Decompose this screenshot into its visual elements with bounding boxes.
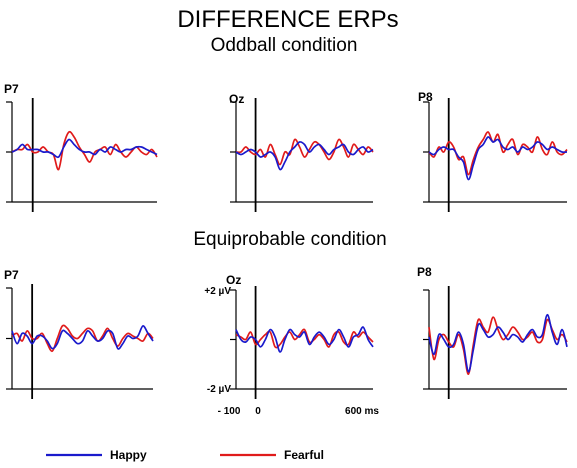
erp-panel-4: Oz xyxy=(226,273,374,399)
series-line-happy xyxy=(235,141,374,171)
series-line-fearful xyxy=(235,138,374,166)
series-line-fearful xyxy=(428,131,568,176)
x-axis-end-label: 600 ms xyxy=(345,406,379,417)
erp-panels: P7 Oz P8 P7 Oz P8 xyxy=(4,82,568,399)
electrode-label: P7 xyxy=(4,268,19,282)
x-axis-zero-label: 0 xyxy=(255,406,261,417)
erp-panel-5: P8 xyxy=(417,265,568,399)
oddball-condition-heading: Oddball condition xyxy=(211,35,358,56)
x-axis-start-label: - 100 xyxy=(218,406,241,417)
electrode-label: P8 xyxy=(418,90,433,104)
electrode-label: P8 xyxy=(417,265,432,279)
erp-panel-0: P7 xyxy=(4,82,158,212)
series-line-happy xyxy=(235,326,374,353)
series-line-happy xyxy=(428,313,568,373)
series-line-happy xyxy=(11,138,158,159)
series-line-happy xyxy=(11,325,154,350)
legend: Happy Fearful xyxy=(46,448,324,462)
electrode-label: Oz xyxy=(226,273,241,287)
erp-panel-3: P7 xyxy=(4,268,154,399)
figure-title: DIFFERENCE ERPs xyxy=(177,6,398,33)
erp-panel-1: Oz xyxy=(229,92,374,212)
legend-happy-label: Happy xyxy=(110,448,147,462)
electrode-label: P7 xyxy=(4,82,19,96)
series-line-fearful xyxy=(428,316,568,375)
series-line-fearful xyxy=(11,130,158,171)
series-line-happy xyxy=(428,136,568,181)
series-line-fearful xyxy=(235,328,374,349)
erp-panel-2: P8 xyxy=(418,90,568,212)
equiprobable-condition-heading: Equiprobable condition xyxy=(193,229,386,250)
y-axis-bottom-label: -2 µV xyxy=(207,384,231,395)
y-axis-top-label: +2 µV xyxy=(204,286,231,297)
legend-fearful-label: Fearful xyxy=(284,448,324,462)
electrode-label: Oz xyxy=(229,92,244,106)
